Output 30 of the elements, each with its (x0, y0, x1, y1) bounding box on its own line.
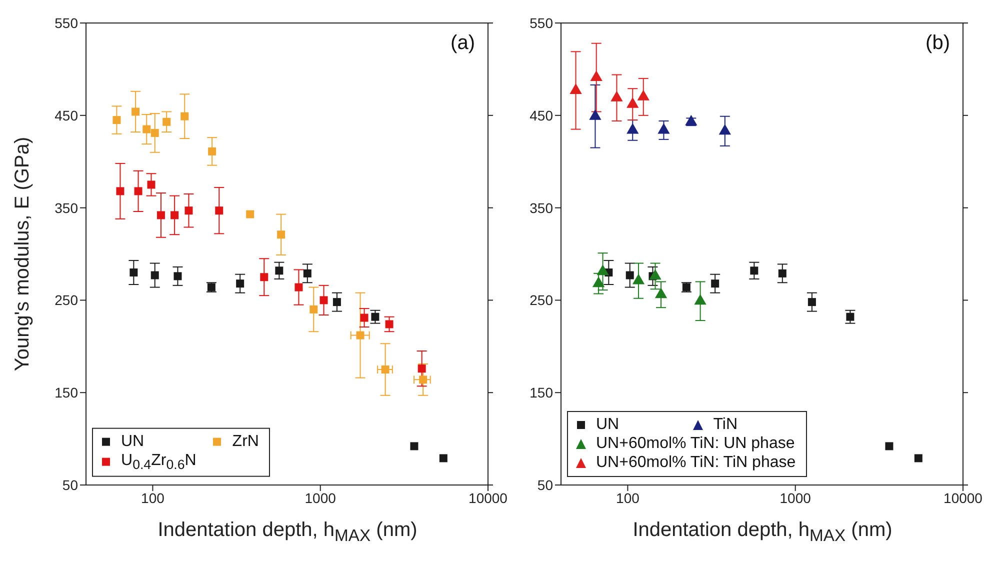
legend-label: UN (596, 416, 620, 434)
x-axis-title: Indentation depth, h$_{MAX}$ (nm) (632, 519, 894, 546)
y-tick-label: 550 (54, 14, 78, 31)
x-tick-label: 1000 (780, 490, 812, 506)
y-tick-label: 550 (530, 14, 554, 31)
y-tick-label: 250 (530, 292, 554, 308)
legend-label: UN (121, 432, 144, 451)
x-tick-label: 100 (141, 490, 165, 506)
x-tick-label: 1000 (304, 490, 336, 506)
y-tick-label: 150 (54, 384, 78, 401)
legend-label: UN+60mol% TiN: UN phase (596, 435, 795, 453)
y-tick-label: 450 (54, 107, 78, 124)
legend-label: UN+60mol% TiN: TiN phase (596, 454, 796, 472)
annotation: (a) (450, 32, 475, 55)
x-tick-label: 100 (616, 490, 640, 506)
legend-label: U$_{0.4}$Zr$_{0.6}$N (121, 452, 196, 472)
legend-label: ZrN (232, 432, 259, 451)
x-tick-label: 10000 (468, 490, 508, 506)
y-tick-label: 50 (62, 476, 78, 493)
legend-label: TiN (713, 416, 738, 434)
y-tick-label: 50 (537, 476, 554, 493)
y-tick-label: 250 (54, 292, 78, 308)
x-axis-title: Indentation depth, h$_{MAX}$ (nm) (156, 519, 418, 546)
annotation: (b) (926, 32, 950, 55)
y-tick-label: 150 (530, 384, 554, 401)
y-axis-title: Young's modulus, E (GPa) (12, 136, 34, 371)
y-tick-label: 350 (54, 200, 78, 216)
x-tick-label: 10000 (944, 490, 983, 506)
y-tick-label: 350 (530, 200, 554, 216)
y-tick-label: 450 (530, 107, 554, 124)
